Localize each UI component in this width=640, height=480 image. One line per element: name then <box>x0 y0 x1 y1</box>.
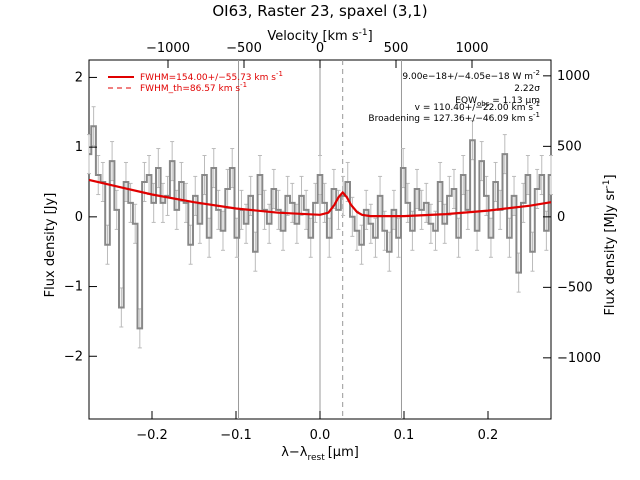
right-tick-label-3: 500 <box>557 139 582 154</box>
x-tick-label-1: −0.1 <box>220 428 252 443</box>
annotation-eqw: EQWobs = 1.13 μm <box>455 96 540 108</box>
x-tick-label-3: 0.1 <box>394 428 415 443</box>
top-tick-label-1: −500 <box>226 41 262 56</box>
fit-line <box>88 178 552 218</box>
y-tick-label-1: −1 <box>64 280 83 295</box>
right-tick-label-2: 0 <box>557 210 565 225</box>
legend: FWHM=154.00+/−55.73 km s-1 FWHM_th=86.57… <box>108 70 283 94</box>
right-tick-label-4: 1000 <box>557 69 590 84</box>
y-tick-label-0: −2 <box>64 349 83 364</box>
annotation-flux: 9.00e−18+/−4.05e−18 W m-2 <box>402 69 540 82</box>
y-tick-label-4: 2 <box>75 70 83 85</box>
annotations: 9.00e−18+/−4.05e−18 W m-2 2.22σ EQWobs =… <box>368 69 540 124</box>
reference-lines <box>238 60 402 419</box>
right-tick-label-1: −500 <box>557 280 593 295</box>
top-tick-label-3: 500 <box>384 41 409 56</box>
y-tick-label-2: 0 <box>75 210 83 225</box>
annotation-velocity: v = 110.40+/−22.00 km s-1 <box>415 100 540 113</box>
top-tick-label-2: 0 <box>316 41 324 56</box>
chart-title: OI63, Raster 23, spaxel (3,1) <box>212 2 427 20</box>
y-axis-label: Flux density [Jy] <box>43 193 58 298</box>
top-tick-label-4: 1000 <box>455 41 488 56</box>
fit-series <box>88 178 552 218</box>
legend-label-fwhm: FWHM=154.00+/−55.73 km s-1 <box>140 70 283 83</box>
legend-label-fwhm-th: FWHM_th=86.57 km s-1 <box>140 81 247 94</box>
right-tick-label-0: −1000 <box>557 351 601 366</box>
data-series <box>89 125 551 330</box>
annotation-broadening: Broadening = 127.36+/−46.09 km s-1 <box>368 111 540 124</box>
x-tick-label-2: 0.0 <box>310 428 331 443</box>
y-tick-label-3: 1 <box>75 140 83 155</box>
data-step-line <box>89 125 551 330</box>
axis-ticks: −0.2 −0.1 0.0 0.1 0.2 −2 −1 0 1 2 −1000 −500 0 500 100… <box>64 41 601 443</box>
x-tick-label-0: −0.2 <box>136 428 168 443</box>
annotation-significance: 2.22σ <box>514 84 540 94</box>
y-axis-right-label: Flux density [MJy sr-1] <box>602 174 618 315</box>
x-axis-label: λ−λrest [μm] <box>281 445 359 463</box>
top-tick-label-0: −1000 <box>146 41 190 56</box>
top-axis-label: Velocity [km s-1] <box>267 28 372 44</box>
x-tick-label-4: 0.2 <box>478 428 499 443</box>
